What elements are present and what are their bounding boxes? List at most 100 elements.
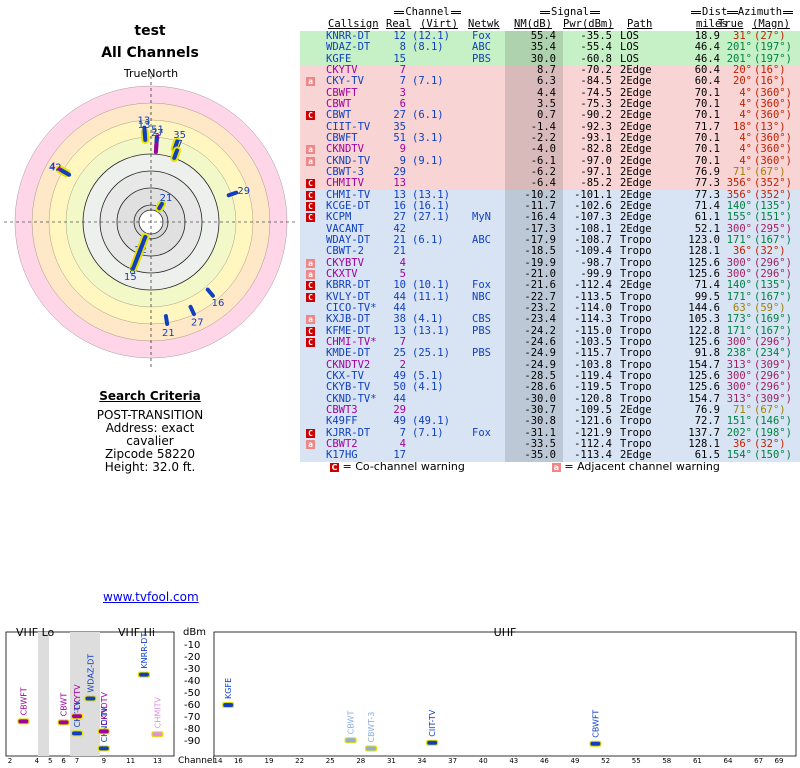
azimuth-magn-cell: (59°) [754,301,786,314]
table-row[interactable]: CKYTV 7 8.7 -70.2 2Edge 60.4 20° (16°) [300,63,800,77]
col-path[interactable]: Path [627,18,653,30]
distance-cell: 46.4 [694,52,720,65]
report-title-block: test All Channels [80,20,220,64]
signal-level-marker [98,729,109,734]
table-row[interactable]: CKX-TV 49 (5.1) -28.5 -119.4 Tropo 125.6 300° (2… [300,369,800,383]
table-row[interactable]: a CKND-TV 9 (9.1) -6.1 -97.0 2Edge 70.1 4° (360°) [300,154,800,167]
dbm-tick: -40 [184,676,200,687]
col-nm[interactable]: NM(dB) [514,18,552,30]
azimuth-true-cell: 71° [733,403,752,416]
distance-cell: 154.7 [688,358,720,371]
table-row[interactable]: C KCPM 27 (27.1) MyN -16.4 -107.3 2Edge 61.1 155°… [300,211,800,224]
tvfool-link[interactable]: www.tvfool.com [103,590,199,604]
table-row[interactable]: CBWT-3 29 -6.2 -97.1 2Edge 76.9 71° (67°) [300,165,800,179]
table-row[interactable]: K17HG 17 -35.0 -113.4 2Edge 61.5 154° (150°) [300,449,800,462]
table-row[interactable]: CICO-TV* 44 -23.2 -114.0 Tropo 144.6 63° (59°) [300,301,800,315]
vhf-hi-label: VHF Hi [118,626,155,639]
table-row[interactable]: C KCGE-DT 16 (16.1) -11.7 -102.6 2Edge 71.4 140°… [300,199,800,213]
col-virt[interactable]: (Virt) [420,18,458,30]
power-cell: -119.4 [574,369,612,382]
real-channel-cell: 9 [399,143,406,156]
col-true[interactable]: True [718,18,744,30]
callsign-cell: KCPM [326,211,352,224]
table-row[interactable]: C KJRR-DT 7 (7.1) Fox -31.1 -121.9 Tropo 137.7 20… [300,427,800,439]
azimuth-true-cell: 4° [739,154,752,167]
col-callsign[interactable]: Callsign [328,18,379,30]
distance-cell: 91.8 [694,347,720,360]
distance-cell: 70.1 [694,109,720,122]
azimuth-magn-cell: (151°) [754,211,792,224]
col-netwk[interactable]: Netwk [468,18,500,30]
table-row[interactable]: C CBWT 27 (6.1) 0.7 -90.2 2Edge 70.1 4° (360°) [300,109,800,122]
distance-cell: 154.7 [688,392,720,405]
real-channel-cell: 50 [393,381,406,394]
table-row[interactable]: WDAZ-DT 8 (8.1) ABC 35.4 -55.4 LOS 46.4 201° (197… [300,41,800,54]
table-row[interactable]: a CKXTV 5 -21.0 -99.9 Tropo 125.6 300° (296°) [300,268,800,281]
signal-level-marker [85,696,96,701]
callsign-cell: CHMITV [326,177,364,190]
group-azimuth: Azimuth [720,6,800,18]
col-miles[interactable]: miles [696,18,728,30]
azimuth-true-cell: 36° [733,437,752,450]
station-label: 3 [154,132,160,143]
table-row[interactable]: CBWT3 29 -30.7 -109.5 2Edge 76.9 71° (67°) [300,403,800,417]
table-row[interactable]: C KVLY-DT 44 (11.1) NBC -22.7 -113.5 Tropo 99.5 1… [300,290,800,303]
azimuth-true-cell: 201° [726,52,752,65]
table-row[interactable]: VACANT 42 -17.3 -108.1 2Edge 52.1 300° (295°) [300,222,800,235]
noise-margin-cell: -11.7 [524,199,556,212]
table-row[interactable]: C KFME-DT 13 (13.1) PBS -24.2 -115.0 Tropo 122.8… [300,325,800,337]
table-row[interactable]: CKND-TV* 44 -30.0 -120.8 Tropo 154.7 313° (309°… [300,392,800,405]
path-cell: 2Edge [620,279,652,292]
noise-margin-cell: -17.3 [524,222,556,235]
table-row[interactable]: CIIT-TV 35 -1.4 -92.3 2Edge 71.7 18° (13°) [300,121,800,133]
col-pwr[interactable]: Pwr(dBm) [563,18,614,30]
col-magn[interactable]: (Magn) [752,18,790,30]
path-cell: 2Edge [620,211,652,224]
table-row[interactable]: CBWT 6 3.5 -75.3 2Edge 70.1 4° (360°) [300,98,800,111]
cochannel-warning-icon: C [306,326,315,336]
col-real[interactable]: Real [386,18,412,30]
callsign-cell: CKYTV [326,63,358,76]
power-cell: -112.4 [574,279,612,292]
table-row[interactable]: CBWT-2 21 -18.5 -109.4 Tropo 128.1 36° (32°) [300,245,800,258]
path-cell: Tropo [620,392,652,405]
table-row[interactable]: KGFE 15 PBS 30.0 -60.8 LOS 46.4 201° (197°) [300,52,800,65]
network-cell: PBS [472,347,491,360]
table-row[interactable]: C CHMI-TV 13 (13.1) -10.2 -101.1 2Edge 77.3 356°… [300,188,800,201]
table-row[interactable]: C KBRR-DT 10 (10.1) Fox -21.6 -112.4 2Edge 71.4 1… [300,279,800,292]
real-channel-cell: 21 [393,245,406,258]
virtual-channel-cell: (27.1) [412,211,450,224]
azimuth-true-cell: 300° [726,335,752,348]
table-row[interactable]: a CKYBTV 4 -19.9 -98.7 Tropo 125.6 300° (296°) [300,257,800,269]
power-cell: -113.5 [574,290,612,303]
callsign-cell: VACANT [326,222,364,235]
azimuth-true-cell: 171° [726,290,752,303]
table-row[interactable]: WDAY-DT 21 (6.1) ABC -17.9 -108.7 Tropo 123.0 17… [300,234,800,247]
real-channel-cell: 7 [399,63,406,76]
table-row[interactable]: KMDE-DT 25 (25.1) PBS -24.9 -115.7 Tropo 91.8 23… [300,347,800,360]
table-row[interactable]: a CBWT2 4 -33.5 -112.4 Tropo 128.1 36° (32°) [300,437,800,451]
adjacent-warning-icon: a [306,156,315,166]
table-row[interactable]: CBWFT 51 (3.1) -2.2 -93.1 2Edge 70.1 4° (360°) [300,132,800,145]
table-row[interactable]: CKYB-TV 50 (4.1) -28.6 -119.5 Tropo 125.6 300°(… [300,381,800,394]
distance-cell: 128.1 [688,437,720,450]
azimuth-true-cell: 31° [733,30,752,42]
table-row[interactable]: CKNDTV2 2 -24.9 -103.8 Tropo 154.7 313° (309°) [300,358,800,371]
real-channel-cell: 8 [399,41,406,54]
azimuth-true-cell: 140° [726,199,752,212]
table-row[interactable]: KNRR-DT 12 (12.1) Fox 55.4 -35.5 LOS 18.9 31° (27… [300,30,800,43]
table-row[interactable]: K49FF 49 (49.1) -30.8 -121.6 Tropo 72.7 151° (14… [300,415,800,428]
dbm-tick: -30 [184,664,200,675]
azimuth-true-cell: 356° [726,188,752,201]
real-channel-cell: 38 [393,313,406,326]
table-row[interactable]: CBWFT 3 4.4 -74.5 2Edge 70.1 4° (360°) [300,87,800,99]
table-row[interactable]: C CHMITV 13 -6.4 -85.2 2Edge 77.3 356° (352°) [300,177,800,190]
table-row[interactable]: a CKNDTV 9 -4.0 -82.8 2Edge 70.1 4° (360°) [300,143,800,156]
table-row[interactable]: a KXJB-DT 38 (4.1) CBS -23.4 -114.3 Tropo 105.3 1… [300,313,800,326]
azimuth-magn-cell: (360°) [754,154,792,167]
azimuth-magn-cell: (360°) [754,109,792,122]
azimuth-magn-cell: (67°) [754,165,786,178]
table-row[interactable]: C CHMI-TV* 7 -24.6 -103.5 Tropo 125.6 300° (296°… [300,335,800,349]
station-label: 8 [129,266,135,277]
table-row[interactable]: a CKY-TV 7 (7.1) 6.3 -84.5 2Edge 60.4 20° (16°) [300,76,800,88]
